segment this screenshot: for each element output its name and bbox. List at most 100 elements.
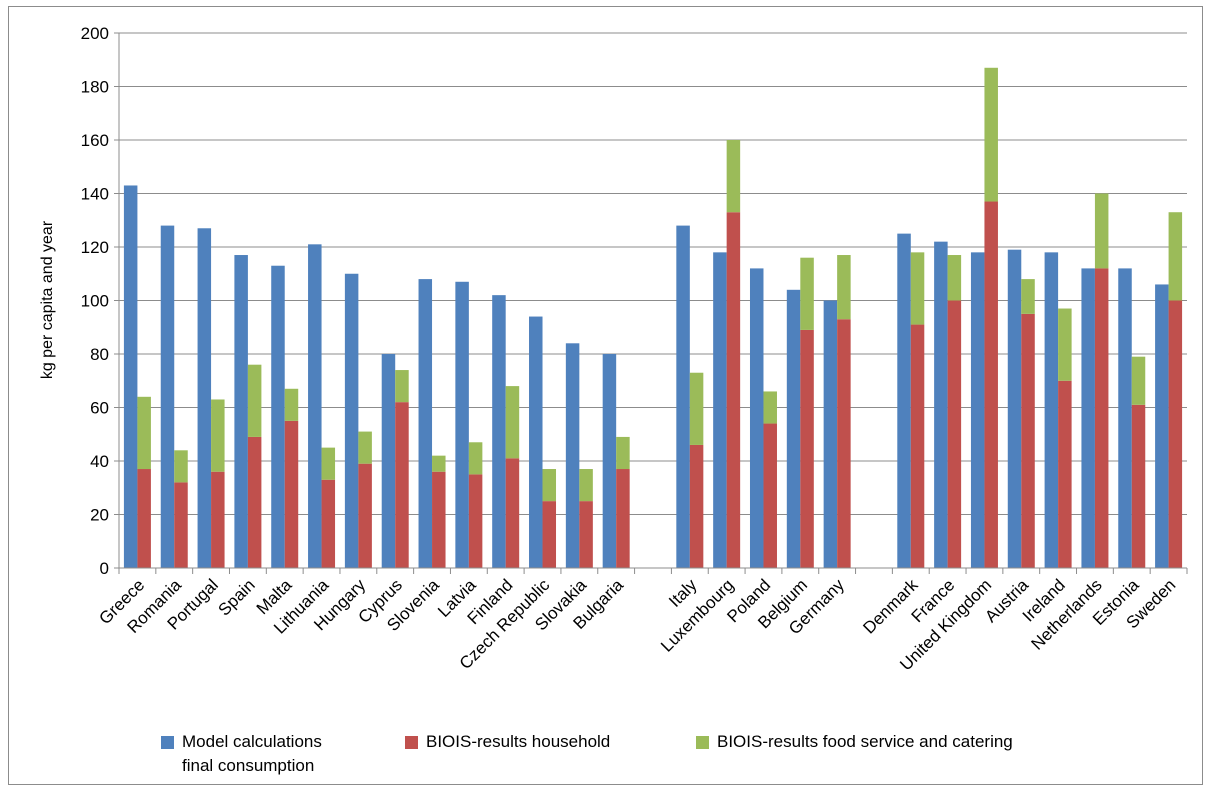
bar-catering: [174, 450, 188, 483]
bar-model: [934, 241, 948, 568]
legend-label-household: BIOIS-results household: [426, 732, 611, 751]
bar-household: [284, 420, 299, 568]
bar-household: [984, 201, 998, 568]
bar-model: [1155, 284, 1169, 568]
bar-catering: [984, 67, 998, 202]
bar-model: [308, 244, 322, 568]
bar-catering: [689, 372, 704, 445]
y-tick-label: 180: [81, 78, 109, 97]
bar-model: [565, 343, 580, 568]
bar-model: [676, 225, 690, 568]
y-tick-label: 140: [81, 185, 109, 204]
y-tick-label: 120: [81, 238, 109, 257]
bar-catering: [505, 386, 520, 459]
bar-catering: [763, 391, 777, 424]
y-tick-labels: 0 20 40 60 80 100 120 140 160 180 200: [81, 24, 109, 578]
bar-household: [137, 469, 151, 568]
bar-household: [689, 444, 704, 568]
bar-catering: [1058, 308, 1072, 381]
bar-household: [247, 436, 262, 568]
legend-label-model-line2: final consumption: [182, 756, 315, 775]
bar-model: [418, 279, 433, 568]
bar-household: [947, 300, 962, 568]
bars: [123, 67, 1183, 569]
x-category-labels: GreeceRomaniaPortugalSpainMaltaLithuania…: [95, 575, 1179, 674]
bar-catering: [321, 447, 336, 480]
bar-catering: [1131, 356, 1146, 405]
bar-catering: [247, 364, 262, 437]
bar-catering: [137, 396, 151, 470]
y-tick-label: 40: [90, 452, 109, 471]
y-tick-label: 160: [81, 131, 109, 150]
y-tick-label: 60: [90, 399, 109, 418]
y-tick-label: 100: [81, 292, 109, 311]
bar-household: [763, 423, 777, 568]
bar-model: [970, 252, 985, 568]
bar-catering: [1094, 193, 1109, 269]
legend-item-catering: BIOIS-results food service and catering: [696, 730, 1013, 754]
bar-catering: [616, 436, 630, 470]
bar-catering: [1168, 212, 1183, 301]
legend-item-model: Model calculations final consumption: [161, 730, 322, 778]
y-tick-label: 80: [90, 345, 109, 364]
bar-household: [395, 402, 409, 568]
bar-household: [432, 471, 446, 568]
axes: [114, 32, 1188, 574]
bar-household: [321, 479, 336, 568]
bar-model: [160, 225, 175, 568]
bar-household: [1058, 380, 1072, 568]
bar-model: [1118, 268, 1132, 568]
bar-catering: [284, 388, 299, 421]
bar-household: [910, 324, 925, 568]
bar-model: [1044, 252, 1059, 568]
bar-catering: [726, 140, 741, 213]
bar-catering: [910, 252, 925, 325]
bar-catering: [432, 455, 446, 472]
bar-catering: [542, 469, 557, 502]
bar-household: [542, 501, 557, 568]
bar-model: [529, 316, 543, 568]
bar-catering: [800, 257, 814, 330]
bar-household: [1131, 404, 1146, 568]
bar-model: [381, 354, 396, 568]
bar-model: [602, 354, 617, 568]
x-category-label: Spain: [215, 575, 259, 619]
bar-household: [837, 319, 851, 568]
bar-catering: [358, 431, 372, 464]
bar-household: [579, 501, 593, 568]
bar-household: [800, 329, 814, 568]
bar-household: [726, 212, 741, 568]
x-category-label: Denmark: [859, 575, 922, 638]
bar-model: [197, 228, 212, 568]
bar-model: [455, 281, 469, 568]
bar-household: [616, 469, 630, 568]
bar-household: [1021, 313, 1035, 568]
bar-model: [492, 295, 506, 568]
bar-model: [1081, 268, 1095, 568]
y-axis-label: kg per capita and year: [39, 220, 56, 379]
bar-catering: [211, 399, 225, 472]
bar-catering: [579, 469, 593, 502]
bar-model: [713, 252, 727, 568]
bar-household: [211, 471, 225, 568]
y-tick-label: 20: [90, 506, 109, 525]
legend-item-household: BIOIS-results household: [405, 730, 610, 754]
legend-swatch-catering: [696, 736, 709, 749]
bar-household: [1168, 300, 1183, 568]
bar-model: [123, 185, 138, 568]
bar-model: [1007, 249, 1022, 569]
bar-household: [358, 463, 372, 568]
bar-household: [468, 474, 483, 568]
bar-model: [344, 273, 359, 568]
bar-household: [505, 458, 520, 568]
legend-label-catering: BIOIS-results food service and catering: [717, 732, 1013, 751]
bar-model: [271, 265, 285, 568]
bar-model: [897, 233, 911, 568]
bar-catering: [947, 255, 962, 301]
bar-catering: [1021, 279, 1035, 314]
bar-model: [786, 289, 801, 568]
bar-model: [234, 255, 248, 568]
bar-catering: [395, 370, 409, 403]
legend-swatch-model: [161, 736, 174, 749]
